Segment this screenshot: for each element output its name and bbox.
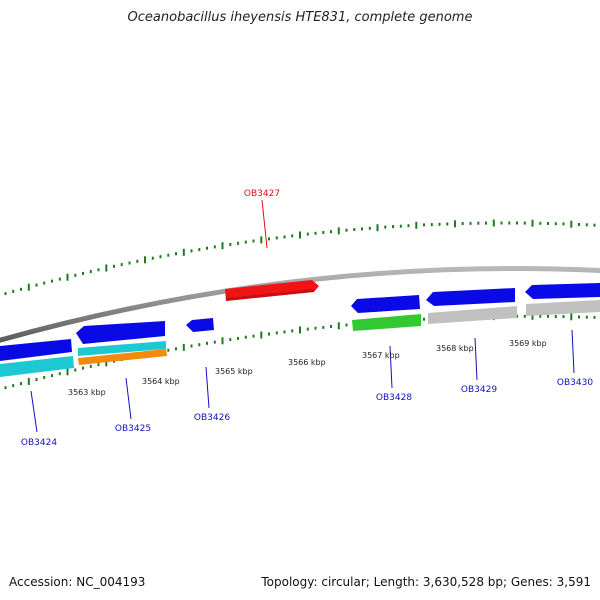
gene-label-ob3427: OB3427: [244, 189, 280, 199]
gene-label-ob3430: OB3430: [557, 378, 593, 388]
feature-ob3428-green[interactable]: [352, 314, 421, 331]
feature-ob3425-orange[interactable]: [78, 349, 167, 365]
scale-label-3567: 3567 kbp: [362, 351, 400, 360]
genome-title: Oceanobacillus iheyensis HTE831, complet…: [127, 10, 473, 25]
gene-ob3429-arrow[interactable]: [426, 288, 515, 306]
scale-label-3569: 3569 kbp: [509, 339, 547, 348]
accession-text: Accession: NC_004193: [9, 575, 146, 589]
gene-ob3428-arrow[interactable]: [351, 295, 420, 313]
gene-label-ob3424: OB3424: [21, 438, 57, 448]
feature-ob3430-gray[interactable]: [526, 300, 600, 316]
gene-ob3426-arrow[interactable]: [186, 318, 214, 332]
gene-label-ob3429: OB3429: [461, 385, 497, 395]
genome-backbone: [0, 266, 600, 343]
feature-ob3429-gray[interactable]: [428, 306, 517, 324]
gene-ob3430-arrow[interactable]: [525, 283, 600, 299]
feature-ob3424-cyan[interactable]: [0, 356, 74, 377]
gene-ob3424-arrow[interactable]: [0, 339, 72, 361]
outer-tick-track: [4, 219, 596, 296]
gene-label-ob3428: OB3428: [376, 393, 412, 403]
gene-ob3427-shadow: [226, 289, 314, 301]
scale-label-3568: 3568 kbp: [436, 344, 474, 353]
gene-label-ob3426: OB3426: [194, 413, 230, 423]
scale-label-3563: 3563 kbp: [68, 388, 106, 397]
gene-ob3425-arrow[interactable]: [76, 321, 165, 344]
gene-label-ob3425: OB3425: [115, 424, 151, 434]
scale-label-3566: 3566 kbp: [288, 358, 326, 367]
feature-ob3425-cyan[interactable]: [78, 341, 166, 356]
scale-label-3565: 3565 kbp: [215, 367, 253, 376]
genome-summary-text: Topology: circular; Length: 3,630,528 bp…: [261, 575, 591, 589]
scale-label-3564: 3564 kbp: [142, 377, 180, 386]
label-leaders: [30, 199, 575, 433]
